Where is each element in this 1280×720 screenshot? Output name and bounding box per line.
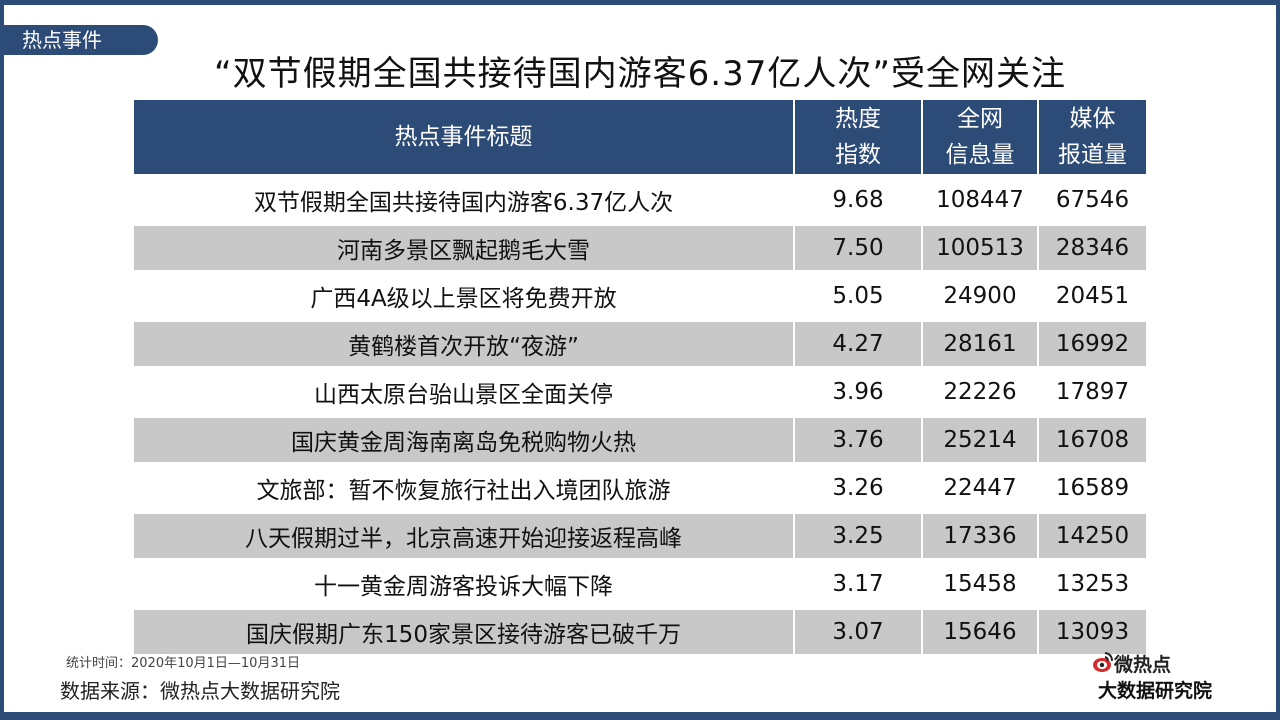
section-tag: 热点事件 [4, 25, 158, 55]
cell-total-info: 22447 [921, 462, 1038, 512]
cell-total-info: 28161 [921, 318, 1038, 368]
cell-total-info: 100513 [921, 222, 1038, 272]
cell-total-info: 15646 [921, 606, 1038, 654]
table-row: 双节假期全国共接待国内游客6.37亿人次 9.68 108447 67546 [134, 174, 1146, 224]
cell-heat-index: 3.76 [793, 414, 922, 464]
cell-heat-index: 9.68 [793, 174, 922, 224]
cell-heat-index: 3.25 [793, 510, 922, 560]
cell-heat-index: 5.05 [793, 270, 922, 320]
cell-event-title: 八天假期过半，北京高速开始迎接返程高峰 [134, 510, 794, 560]
cell-media-reports: 20451 [1037, 270, 1146, 320]
cell-media-reports: 28346 [1037, 222, 1146, 272]
header-total-info: 全网 信息量 [921, 100, 1038, 176]
cell-total-info: 108447 [921, 174, 1038, 224]
cell-media-reports: 13093 [1037, 606, 1146, 654]
cell-media-reports: 16708 [1037, 414, 1146, 464]
table-body: 双节假期全国共接待国内游客6.37亿人次 9.68 108447 67546 河南多景区… [134, 174, 1146, 654]
cell-event-title: 山西太原台骀山景区全面关停 [134, 366, 794, 416]
cell-heat-index: 3.26 [793, 462, 922, 512]
weibo-eye-icon [1093, 652, 1113, 672]
cell-event-title: 国庆黄金周海南离岛免税购物火热 [134, 414, 794, 464]
cell-event-title: 文旅部：暂不恢复旅行社出入境团队旅游 [134, 462, 794, 512]
cell-media-reports: 16992 [1037, 318, 1146, 368]
cell-event-title: 双节假期全国共接待国内游客6.37亿人次 [134, 174, 794, 224]
cell-heat-index: 3.96 [793, 366, 922, 416]
header-heat-index: 热度 指数 [793, 100, 922, 176]
stat-period: 统计时间：2020年10月1日—10月31日 [66, 656, 300, 671]
cell-total-info: 25214 [921, 414, 1038, 464]
cell-heat-index: 3.17 [793, 558, 922, 608]
cell-heat-index: 4.27 [793, 318, 922, 368]
cell-media-reports: 13253 [1037, 558, 1146, 608]
table-row: 文旅部：暂不恢复旅行社出入境团队旅游 3.26 22447 16589 [134, 462, 1146, 512]
table-row: 国庆假期广东150家景区接待游客已破千万 3.07 15646 13093 [134, 606, 1146, 654]
cell-media-reports: 16589 [1037, 462, 1146, 512]
logo: 微热点 大数据研究院 [1092, 650, 1242, 702]
cell-media-reports: 17897 [1037, 366, 1146, 416]
page-title: “双节假期全国共接待国内游客6.37亿人次”受全网关注 [214, 54, 1066, 94]
cell-media-reports: 14250 [1037, 510, 1146, 560]
cell-heat-index: 7.50 [793, 222, 922, 272]
table-row: 河南多景区飘起鹅毛大雪 7.50 100513 28346 [134, 222, 1146, 272]
cell-event-title: 广西4A级以上景区将免费开放 [134, 270, 794, 320]
table-row: 黄鹤楼首次开放“夜游” 4.27 28161 16992 [134, 318, 1146, 368]
table-row: 八天假期过半，北京高速开始迎接返程高峰 3.25 17336 14250 [134, 510, 1146, 560]
cell-event-title: 河南多景区飘起鹅毛大雪 [134, 222, 794, 272]
table-row: 十一黄金周游客投诉大幅下降 3.17 15458 13253 [134, 558, 1146, 608]
cell-event-title: 国庆假期广东150家景区接待游客已破千万 [134, 606, 794, 654]
table-row: 山西太原台骀山景区全面关停 3.96 22226 17897 [134, 366, 1146, 416]
table-row: 国庆黄金周海南离岛免税购物火热 3.76 25214 16708 [134, 414, 1146, 464]
logo-text-top: 微热点 [1114, 654, 1172, 676]
logo-text-bottom: 大数据研究院 [1098, 680, 1213, 702]
cell-event-title: 十一黄金周游客投诉大幅下降 [134, 558, 794, 608]
cell-total-info: 22226 [921, 366, 1038, 416]
hot-events-table: 热点事件标题 热度 指数 全网 信息量 媒体 报道量 双节假期全国共接待国内游客6.3… [134, 100, 1146, 654]
cell-event-title: 黄鹤楼首次开放“夜游” [134, 318, 794, 368]
cell-total-info: 24900 [921, 270, 1038, 320]
cell-total-info: 15458 [921, 558, 1038, 608]
header-media-reports: 媒体 报道量 [1037, 100, 1146, 176]
table-row: 广西4A级以上景区将免费开放 5.05 24900 20451 [134, 270, 1146, 320]
cell-heat-index: 3.07 [793, 606, 922, 654]
cell-media-reports: 67546 [1037, 174, 1146, 224]
cell-total-info: 17336 [921, 510, 1038, 560]
data-source: 数据来源：微热点大数据研究院 [60, 679, 340, 703]
header-event-title: 热点事件标题 [134, 100, 794, 176]
table-header-row: 热点事件标题 热度 指数 全网 信息量 媒体 报道量 [134, 100, 1146, 176]
